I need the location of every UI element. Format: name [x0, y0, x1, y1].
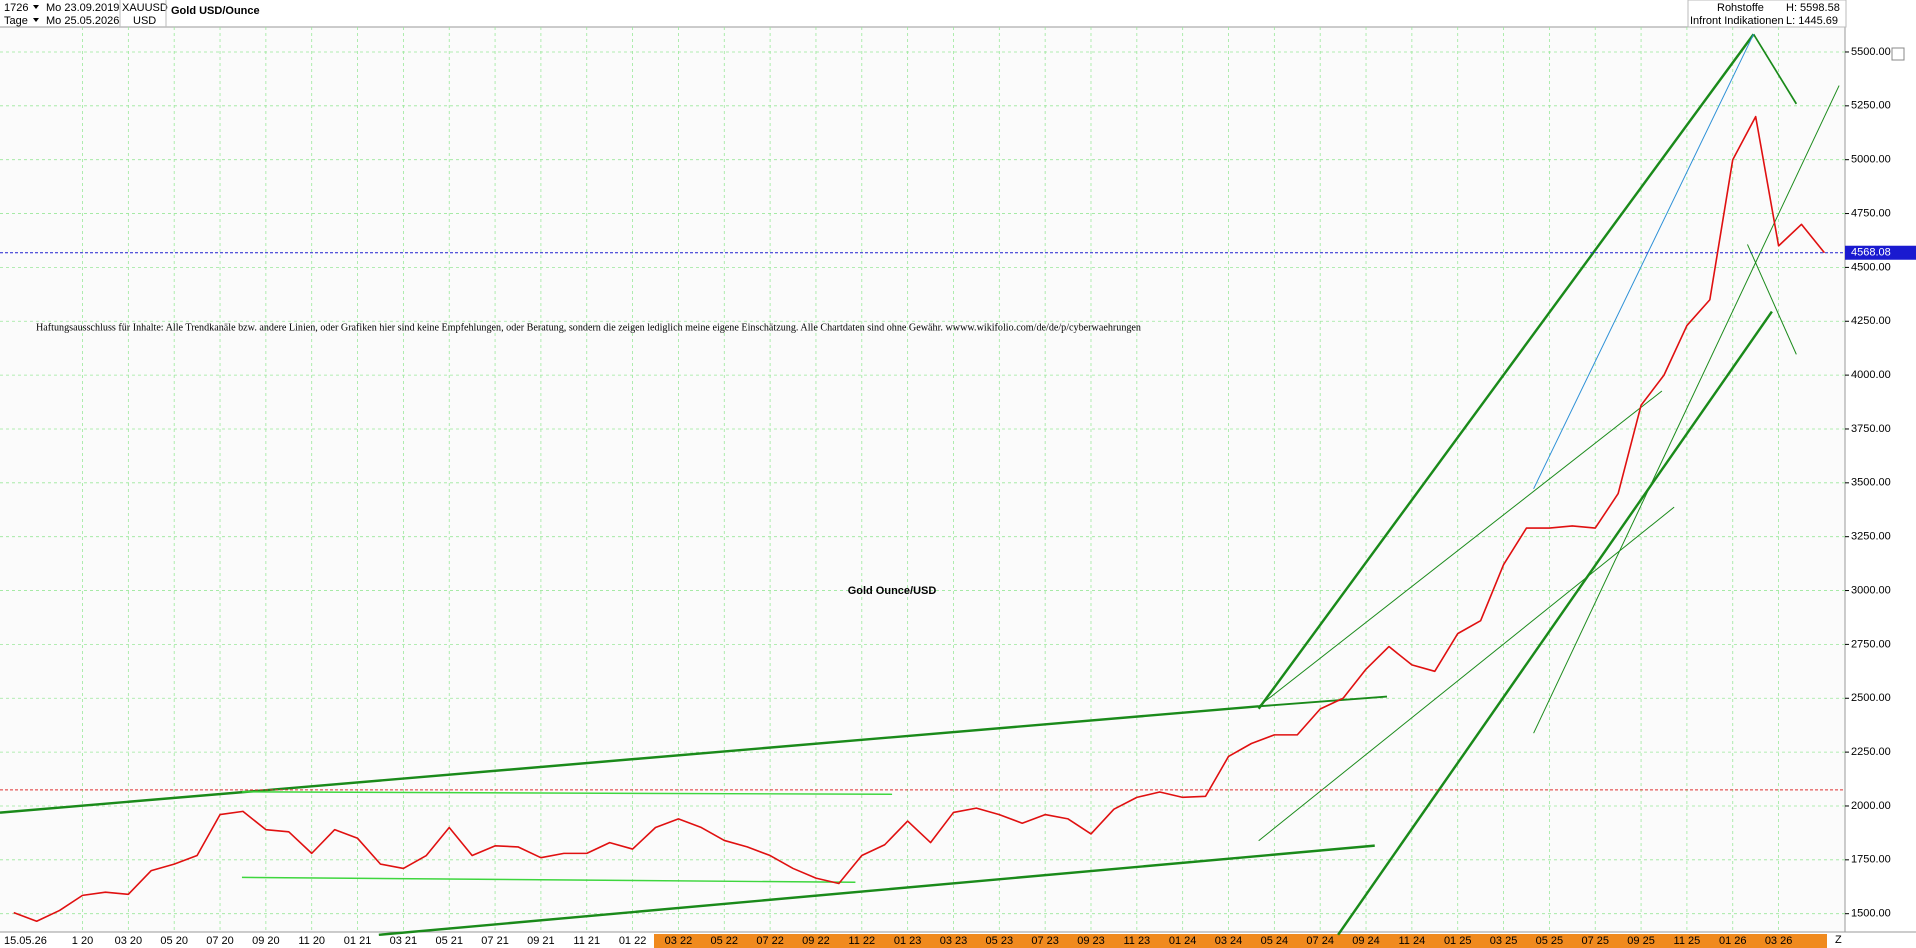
zoom-button[interactable]: [1891, 47, 1905, 61]
source: Infront Indikationen: [1690, 15, 1784, 27]
x-tick-label: 01 26: [1719, 935, 1747, 947]
low: L: 1445.69: [1786, 15, 1838, 27]
trend-line: [1752, 33, 1798, 105]
x-tick-label: 07 21: [481, 935, 509, 947]
x-tick-label: 11 22: [848, 935, 875, 947]
x-tick-label: 07 25: [1581, 935, 1609, 947]
axis-highlight: [654, 934, 1827, 948]
trend-line: [1533, 85, 1840, 734]
y-tick-label: 5500.00: [1851, 46, 1891, 58]
y-tick-label: 4500.00: [1851, 261, 1891, 273]
trend-line: [1747, 244, 1797, 355]
corner-label: Z: [1835, 934, 1842, 946]
chart-title: Gold USD/Ounce: [171, 5, 260, 17]
x-tick-label: 05 21: [435, 935, 463, 947]
annotation: Gold Ounce/USD: [848, 585, 937, 597]
x-tick-label: 09 24: [1352, 935, 1380, 947]
x-tick-label: 07 23: [1031, 935, 1059, 947]
x-tick-label: 01 25: [1444, 935, 1472, 947]
trend-line: [1533, 34, 1755, 490]
group: Rohstoffe: [1717, 2, 1764, 14]
y-tick-label: 3750.00: [1851, 423, 1891, 435]
x-tick-label: 11 25: [1674, 935, 1701, 947]
x-tick-label: 03 26: [1765, 935, 1793, 947]
x-tick-label: 01 22: [619, 935, 647, 947]
x-tick-label: 05 24: [1261, 935, 1289, 947]
trend-line: [1258, 506, 1675, 842]
x-tick-label: 03 21: [390, 935, 418, 947]
x-tick-label: 03 23: [940, 935, 968, 947]
x-tick-label: 09 21: [527, 935, 555, 947]
y-tick-label: 5250.00: [1851, 100, 1891, 112]
y-tick-label: 1500.00: [1851, 908, 1891, 920]
x-tick-label: 01 21: [344, 935, 372, 947]
x-tick-label: 09 23: [1077, 935, 1105, 947]
dropdown-icon[interactable]: [33, 5, 39, 9]
date-stamp: 15.05.26: [4, 935, 47, 947]
trend-line: [241, 876, 856, 884]
x-tick-label: 01 23: [894, 935, 922, 947]
x-tick-label: 03 25: [1490, 935, 1518, 947]
y-tick-label: 4750.00: [1851, 207, 1891, 219]
dropdown-icon[interactable]: [33, 18, 39, 22]
y-tick-label: 4000.00: [1851, 369, 1891, 381]
last-price-box: [1845, 245, 1916, 260]
trend-lines: [0, 33, 1840, 937]
y-tick-label: 4250.00: [1851, 315, 1891, 327]
x-tick-label: 05 22: [711, 935, 739, 947]
trend-line: [1258, 390, 1663, 707]
y-tick-label: 5000.00: [1851, 154, 1891, 166]
disclaimer: Haftungsausschluss für Inhalte: Alle Tre…: [36, 322, 1141, 334]
x-tick-label: 03 22: [665, 935, 693, 947]
x-tick-label: 07 24: [1306, 935, 1334, 947]
x-tick-label: 1 20: [72, 935, 93, 947]
trend-line: [1258, 695, 1388, 708]
trend-line: [241, 791, 893, 796]
y-tick-label: 3250.00: [1851, 531, 1891, 543]
x-tick-label: 09 22: [802, 935, 830, 947]
x-tick-label: 05 20: [160, 935, 188, 947]
y-tick-label: 3000.00: [1851, 584, 1891, 596]
price-line: [13, 115, 1826, 923]
count: 1726: [4, 2, 28, 14]
x-tick-label: 09 20: [252, 935, 280, 947]
y-tick-label: 2500.00: [1851, 692, 1891, 704]
x-tick-label: 03 24: [1215, 935, 1243, 947]
last-price-label: 4568.08: [1851, 247, 1891, 259]
x-tick-label: 07 20: [206, 935, 234, 947]
x-tick-label: 11 20: [298, 935, 325, 947]
trend-line: [1337, 310, 1773, 936]
trend-line: [1257, 33, 1755, 710]
high: H: 5598.58: [1786, 2, 1840, 14]
trend-line: [0, 705, 1259, 814]
x-tick-label: 03 20: [115, 935, 143, 947]
end-date: Mo 25.05.2026: [46, 15, 119, 27]
trend-line: [378, 844, 1375, 937]
y-tick-label: 3500.00: [1851, 477, 1891, 489]
info-box: [1687, 0, 1847, 28]
period: Tage: [4, 15, 28, 27]
y-tick-label: 2250.00: [1851, 746, 1891, 758]
x-tick-label: 11 24: [1399, 935, 1426, 947]
y-tick-label: 2750.00: [1851, 638, 1891, 650]
grid: [0, 27, 1845, 932]
x-tick-label: 01 24: [1169, 935, 1197, 947]
x-tick-label: 05 23: [986, 935, 1014, 947]
start-date: Mo 23.09.2019: [46, 2, 119, 14]
symbol: XAUUSD: [122, 2, 168, 14]
x-tick-label: 09 25: [1627, 935, 1655, 947]
x-tick-label: 11 21: [573, 935, 600, 947]
y-tick-label: 1750.00: [1851, 854, 1891, 866]
plot-area: [0, 27, 1845, 932]
currency: USD: [133, 15, 156, 27]
x-tick-label: 11 23: [1123, 935, 1150, 947]
y-tick-label: 2000.00: [1851, 800, 1891, 812]
x-tick-label: 05 25: [1536, 935, 1564, 947]
x-tick-label: 07 22: [756, 935, 784, 947]
